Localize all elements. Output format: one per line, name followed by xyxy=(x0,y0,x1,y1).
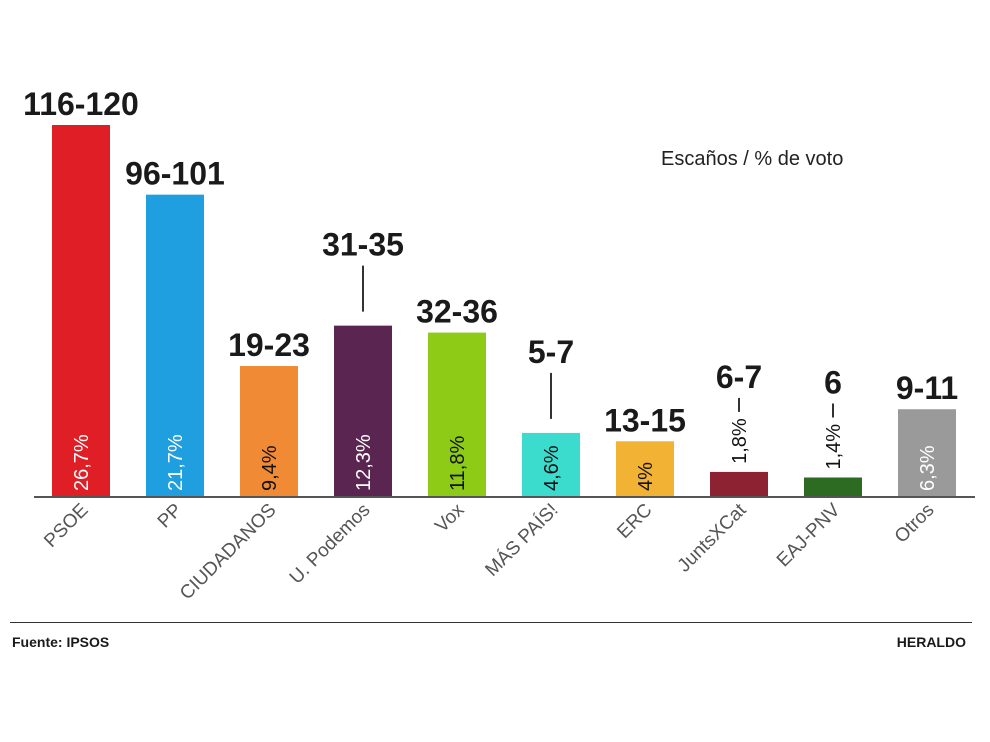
bar-0 xyxy=(52,125,110,497)
seat-label-9: 9-11 xyxy=(896,370,958,406)
vote-label-0: 26,7% xyxy=(71,434,93,491)
vote-label-1: 21,7% xyxy=(165,434,187,491)
seat-label-6: 13-15 xyxy=(604,402,686,438)
bar-6 xyxy=(616,441,674,497)
seat-label-7: 6-7 xyxy=(716,359,762,395)
category-label-3: U. Podemos xyxy=(286,500,375,589)
bar-3 xyxy=(334,325,392,497)
seat-label-8: 6 xyxy=(824,364,842,400)
seat-label-0: 116-120 xyxy=(23,86,139,122)
category-label-4: Vox xyxy=(431,499,469,537)
seat-label-4: 32-36 xyxy=(416,294,498,330)
seat-label-3: 31-35 xyxy=(322,227,404,263)
seat-label-2: 19-23 xyxy=(228,327,310,363)
bar-9 xyxy=(898,409,956,497)
category-label-7: JuntsXCat xyxy=(674,499,751,576)
seat-label-1: 96-101 xyxy=(125,156,225,192)
bar-4 xyxy=(428,332,486,497)
vote-label-5: 4,6% xyxy=(541,445,563,491)
bar-8 xyxy=(804,477,862,497)
brand-label: HERALDO xyxy=(896,634,966,650)
category-label-2: CIUDADANOS xyxy=(176,500,280,604)
vote-label-3: 12,3% xyxy=(353,434,375,491)
source-label: Fuente: IPSOS xyxy=(12,634,110,650)
chart-subtitle: Escaños / % de voto xyxy=(661,148,844,170)
vote-label-9: 6,3% xyxy=(917,445,939,491)
bar-5 xyxy=(522,432,580,497)
vote-label-2: 9,4% xyxy=(259,445,281,491)
category-label-8: EAJ-PNV xyxy=(773,499,845,571)
footer-divider xyxy=(10,622,972,623)
bar-1 xyxy=(146,194,204,498)
seat-label-5: 5-7 xyxy=(528,334,574,370)
bar-7 xyxy=(710,471,768,497)
category-label-9: Otros xyxy=(891,500,939,548)
vote-label-6: 4% xyxy=(635,462,657,491)
bar-2 xyxy=(240,366,298,497)
category-label-5: MÁS PAÍS! xyxy=(481,500,562,581)
vote-label-7: 1,8% xyxy=(729,418,751,464)
vote-label-8: 1,4% xyxy=(823,424,845,470)
category-label-0: PSOE xyxy=(40,500,92,552)
category-label-1: PP xyxy=(154,500,187,533)
category-label-6: ERC xyxy=(613,500,656,543)
vote-label-4: 11,8% xyxy=(447,436,469,491)
